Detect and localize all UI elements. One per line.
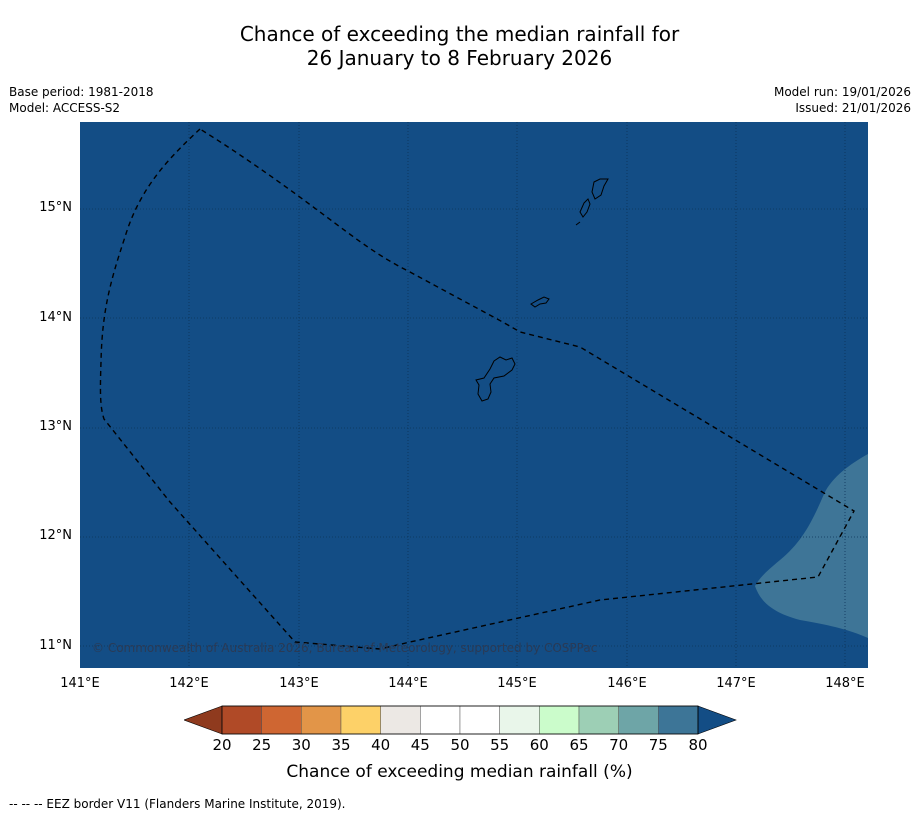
colorbar-bin-75-80 (658, 705, 699, 735)
colorbar-above-triangle (697, 705, 737, 735)
cb-tick-70: 70 (609, 736, 629, 754)
cb-tick-35: 35 (331, 736, 351, 754)
colorbar-label: Chance of exceeding median rainfall (%) (286, 762, 633, 782)
eez-footnote: -- -- -- EEZ border V11 (Flanders Marine… (9, 797, 346, 811)
southeast-patch (755, 454, 868, 638)
lon-label-144: 144°E (388, 676, 428, 691)
cb-tick-25: 25 (252, 736, 272, 754)
title-line-1: Chance of exceeding the median rainfall … (239, 22, 680, 46)
island-saipan (591, 178, 609, 200)
lat-label-13: 13°N (39, 419, 72, 434)
map-svg (80, 122, 868, 668)
colorbar-bin-55-60 (499, 705, 540, 735)
cb-tick-45: 45 (410, 736, 430, 754)
lon-label-141: 141°E (60, 676, 100, 691)
graticule (80, 122, 868, 668)
lon-label-148: 148°E (825, 676, 865, 691)
lon-label-145: 145°E (497, 676, 537, 691)
colorbar-bin-65-70 (578, 705, 619, 735)
cb-tick-60: 60 (529, 736, 549, 754)
lon-label-143: 143°E (279, 676, 319, 691)
cb-tick-40: 40 (371, 736, 391, 754)
colorbar-bin-20-25 (221, 705, 262, 735)
colorbar-bin-60-65 (539, 705, 580, 735)
lat-label-15: 15°N (39, 200, 72, 215)
model-name: Model: ACCESS-S2 (9, 101, 121, 115)
colorbar-bin-50-55 (459, 705, 500, 735)
map-ocean-fill (80, 122, 868, 668)
colorbar-bin-25-30 (261, 705, 302, 735)
issued-date: Issued: 21/01/2026 (795, 101, 911, 115)
island-guam (475, 356, 516, 402)
eez-border (99, 128, 855, 650)
cb-tick-55: 55 (490, 736, 510, 754)
island-rota (530, 296, 550, 308)
map-area (80, 122, 868, 668)
base-period: Base period: 1981-2018 (9, 85, 154, 99)
colorbar-bin-70-75 (618, 705, 659, 735)
colorbar-bin-40-45 (380, 705, 421, 735)
meta-right: Model run: 19/01/2026 Issued: 21/01/2026 (774, 84, 911, 116)
copyright-notice: © Commonwealth of Australia 2026, Bureau… (92, 641, 598, 655)
colorbar-outline (221, 705, 699, 735)
map-title: Chance of exceeding the median rainfall … (0, 22, 919, 70)
lon-label-146: 146°E (607, 676, 647, 691)
colorbar (184, 705, 737, 735)
colorbar-below-triangle (184, 705, 223, 735)
lat-label-11: 11°N (39, 638, 72, 653)
cb-tick-80: 80 (688, 736, 708, 754)
cb-tick-20: 20 (212, 736, 232, 754)
island-tinian (579, 198, 591, 218)
colorbar-bin-45-50 (420, 705, 461, 735)
lon-label-147: 147°E (716, 676, 756, 691)
title-line-2: 26 January to 8 February 2026 (306, 46, 613, 70)
cb-tick-65: 65 (569, 736, 589, 754)
model-run-date: Model run: 19/01/2026 (773, 85, 911, 99)
lon-label-142: 142°E (169, 676, 209, 691)
cb-tick-75: 75 (648, 736, 668, 754)
lat-label-14: 14°N (39, 310, 72, 325)
cb-tick-30: 30 (291, 736, 311, 754)
island-aguijan (575, 221, 581, 226)
meta-left: Base period: 1981-2018 Model: ACCESS-S2 (9, 84, 154, 116)
colorbar-bin-35-40 (340, 705, 381, 735)
lat-label-12: 12°N (39, 528, 72, 543)
cb-tick-50: 50 (450, 736, 470, 754)
colorbar-bin-30-35 (301, 705, 342, 735)
